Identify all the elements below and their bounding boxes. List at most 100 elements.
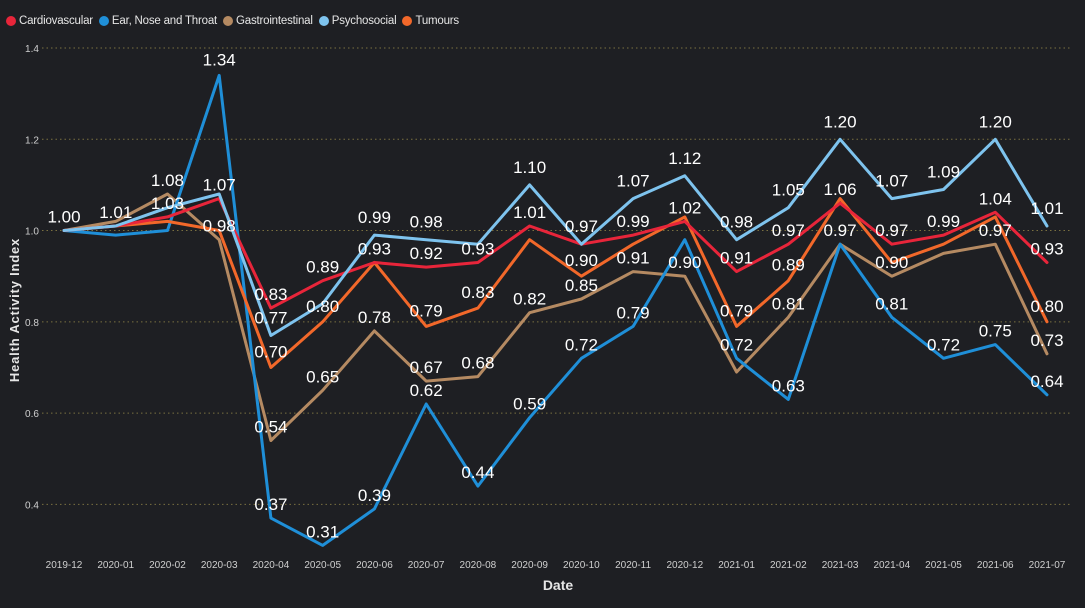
- x-tick-label: 2020-11: [615, 560, 651, 571]
- data-label: 0.93: [358, 239, 391, 258]
- data-label: 0.98: [720, 213, 753, 232]
- data-label: 1.06: [824, 180, 857, 199]
- y-tick-label: 1.2: [25, 135, 39, 146]
- x-tick-label: 2020-01: [97, 560, 134, 571]
- x-tick-label: 2021-02: [770, 560, 807, 571]
- data-label: 0.98: [203, 217, 236, 236]
- data-label: 1.04: [979, 189, 1012, 208]
- legend-swatch-psychosocial: [318, 16, 329, 26]
- data-label: 0.73: [1030, 331, 1063, 350]
- data-label: 0.72: [565, 335, 598, 354]
- legend-item-gastrointestinal[interactable]: Gastrointestinal: [223, 15, 313, 27]
- data-label: 1.02: [668, 198, 701, 217]
- data-label: 0.81: [875, 294, 908, 313]
- data-label: 1.09: [927, 162, 960, 181]
- legend-item-ear-nose-throat[interactable]: Ear, Nose and Throat: [98, 15, 218, 27]
- data-label: 0.82: [513, 290, 546, 309]
- x-tick-label: 2021-03: [822, 560, 859, 571]
- data-label: 0.39: [358, 486, 391, 505]
- data-label: 0.67: [410, 358, 443, 377]
- x-tick-label: 2021-07: [1029, 560, 1066, 571]
- series-line-psychosocial[interactable]: [62, 137, 1049, 337]
- data-label: 0.83: [254, 285, 287, 304]
- data-label: 0.97: [875, 221, 908, 240]
- data-label: 0.65: [306, 367, 339, 386]
- data-label: 1.34: [203, 50, 236, 69]
- data-label: 0.31: [306, 522, 339, 541]
- legend-swatch-gastrointestinal: [223, 16, 234, 26]
- y-axis-ticks: 0.4 0.6 0.8 1.0 1.2 1.4: [25, 44, 39, 511]
- x-tick-label: 2021-05: [925, 560, 962, 571]
- data-label: 1.07: [875, 172, 908, 191]
- y-tick-label: 1.4: [25, 44, 39, 55]
- data-label: 1.01: [1030, 199, 1063, 218]
- data-label: 0.89: [772, 256, 805, 275]
- x-tick-label: 2020-09: [511, 560, 548, 571]
- data-label: 0.59: [513, 395, 546, 414]
- data-label: 0.62: [410, 381, 443, 400]
- x-axis-title: Date: [543, 577, 574, 593]
- data-label: 0.70: [254, 342, 287, 361]
- data-label: 0.97: [565, 217, 598, 236]
- data-label: 0.91: [720, 249, 753, 268]
- data-label: 1.01: [99, 203, 132, 222]
- data-label: 0.79: [720, 301, 753, 320]
- data-label: 1.10: [513, 158, 546, 177]
- data-labels: 1.00 1.01 1.03 1.07 0.83 0.89 0.93 0.92 0.93 1.01…: [47, 50, 1063, 541]
- data-label: 0.54: [254, 417, 287, 436]
- data-label: 1.00: [47, 208, 80, 227]
- data-label: 0.91: [617, 249, 650, 268]
- data-label: 0.97: [824, 221, 857, 240]
- data-label: 0.99: [617, 212, 650, 231]
- data-label: 0.99: [927, 212, 960, 231]
- series-line-gastrointestinal[interactable]: [62, 192, 1049, 442]
- x-tick-label: 2020-07: [408, 560, 445, 571]
- data-label: 0.98: [410, 213, 443, 232]
- data-label: 0.89: [306, 258, 339, 277]
- data-label: 0.37: [254, 495, 287, 514]
- data-label: 0.79: [410, 301, 443, 320]
- data-label: 1.03: [151, 194, 184, 213]
- grid: [42, 47, 1072, 505]
- data-label: 0.85: [565, 276, 598, 295]
- data-label: 0.63: [772, 376, 805, 395]
- data-label: 0.90: [565, 251, 598, 270]
- legend-item-psychosocial[interactable]: Psychosocial: [318, 15, 397, 27]
- legend-item-tumours[interactable]: Tumours: [402, 15, 459, 27]
- x-tick-label: 2020-05: [304, 560, 341, 571]
- y-axis-title: Health Activity Index: [7, 238, 22, 382]
- legend: Cardiovascular Ear, Nose and Throat Gast…: [6, 13, 459, 29]
- legend-label-ear-nose-throat: Ear, Nose and Throat: [111, 15, 218, 27]
- series-line-ear-nose-and-throat[interactable]: [62, 73, 1049, 547]
- x-tick-label: 2020-12: [666, 560, 703, 571]
- data-label: 0.83: [461, 283, 494, 302]
- x-tick-label: 2021-04: [873, 560, 910, 571]
- data-label: 0.75: [979, 322, 1012, 341]
- data-label: 1.08: [151, 171, 184, 190]
- data-label: 0.72: [927, 335, 960, 354]
- y-tick-label: 1.0: [25, 227, 39, 238]
- legend-swatch-ear-nose-throat: [98, 16, 109, 26]
- data-label: 0.78: [358, 308, 391, 327]
- data-label: 1.12: [668, 149, 701, 168]
- data-label: 0.93: [1030, 239, 1063, 258]
- data-label: 0.44: [461, 463, 494, 482]
- data-label: 0.77: [254, 309, 287, 328]
- x-tick-label: 2021-01: [718, 560, 755, 571]
- legend-item-cardiovascular[interactable]: Cardiovascular: [6, 15, 93, 27]
- legend-label-tumours: Tumours: [415, 15, 459, 27]
- x-tick-label: 2020-10: [563, 560, 600, 571]
- data-label: 1.01: [513, 203, 546, 222]
- x-tick-label: 2021-06: [977, 560, 1014, 571]
- data-label: 0.68: [461, 354, 494, 373]
- x-tick-label: 2019-12: [46, 560, 83, 571]
- y-tick-label: 0.6: [25, 409, 39, 420]
- data-label: 1.05: [772, 181, 805, 200]
- series-line-tumours[interactable]: [62, 197, 1049, 369]
- data-label: 0.97: [979, 221, 1012, 240]
- y-tick-label: 0.4: [25, 500, 39, 511]
- x-tick-label: 2020-06: [356, 560, 393, 571]
- data-label: 0.72: [720, 335, 753, 354]
- data-label: 0.80: [1030, 297, 1063, 316]
